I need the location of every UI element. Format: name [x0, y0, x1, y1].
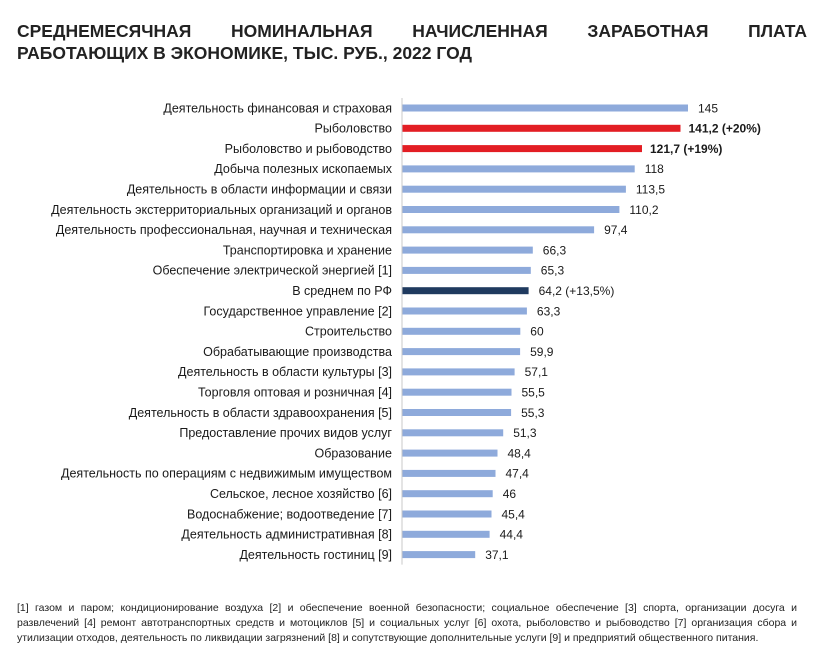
category-label-7: Деятельность профессиональная, научная и… — [56, 223, 392, 237]
category-label-4: Добыча полезных ископаемых — [214, 162, 392, 176]
value-label-13: 59,9 — [530, 345, 554, 359]
value-label-9: 65,3 — [541, 264, 565, 278]
value-label-19: 47,4 — [506, 467, 530, 481]
category-label-5: Деятельность в области информации и связ… — [127, 183, 392, 197]
value-label-23: 37,1 — [485, 548, 509, 562]
bar-7 — [402, 226, 595, 234]
value-label-21: 45,4 — [502, 507, 526, 521]
category-label-15: Торговля оптовая и розничная [4] — [198, 386, 392, 400]
bar-13 — [402, 348, 521, 356]
bar-22 — [402, 530, 490, 538]
category-label-18: Образование — [315, 446, 393, 460]
value-label-1: 145 — [698, 101, 718, 115]
value-label-10: 64,2 (+13,5%) — [539, 284, 615, 298]
value-label-17: 51,3 — [513, 426, 537, 440]
chart-title: СРЕДНЕМЕСЯЧНАЯ НОМИНАЛЬНАЯ НАЧИСЛЕННАЯ З… — [17, 20, 807, 64]
category-label-22: Деятельность административная [8] — [181, 528, 392, 542]
category-label-12: Строительство — [305, 325, 392, 339]
bar-20 — [402, 490, 493, 498]
bar-17 — [402, 429, 504, 437]
bar-19 — [402, 469, 496, 477]
category-label-19: Деятельность по операциям с недвижимым и… — [61, 467, 392, 481]
category-label-1: Деятельность финансовая и страховая — [163, 101, 392, 115]
bar-4 — [402, 165, 635, 173]
value-label-7: 97,4 — [604, 223, 628, 237]
value-label-15: 55,5 — [522, 386, 546, 400]
value-label-6: 110,2 — [629, 203, 658, 217]
bar-12 — [402, 327, 521, 335]
category-label-6: Деятельность экстерриториальных организа… — [51, 203, 392, 217]
value-label-4: 118 — [645, 162, 664, 176]
category-label-9: Обеспечение электрической энергией [1] — [153, 264, 392, 278]
value-label-12: 60 — [530, 325, 544, 339]
value-label-2: 141,2 (+20%) — [689, 122, 761, 136]
category-label-3: Рыболовство и рыбоводство — [225, 142, 392, 156]
bar-2 — [402, 124, 681, 132]
value-label-5: 113,5 — [636, 183, 665, 197]
value-label-18: 48,4 — [508, 446, 532, 460]
chart-title-line-2: РАБОТАЮЩИХ В ЭКОНОМИКЕ, ТЫС. РУБ., 2022 … — [17, 43, 472, 63]
category-label-8: Транспортировка и хранение — [223, 243, 392, 257]
value-label-8: 66,3 — [543, 243, 567, 257]
category-label-13: Обрабатывающие производства — [203, 345, 392, 359]
category-label-10: В среднем по РФ — [292, 284, 392, 298]
bar-1 — [402, 104, 688, 112]
bar-15 — [402, 388, 512, 396]
bar-14 — [402, 368, 515, 376]
bar-chart: Деятельность финансовая и страховая 145 Ры… — [51, 98, 761, 565]
value-label-16: 55,3 — [521, 406, 545, 420]
category-label-11: Государственное управление [2] — [203, 304, 392, 318]
category-label-2: Рыболовство — [315, 122, 393, 136]
bar-10 — [402, 287, 529, 295]
bar-9 — [402, 266, 531, 274]
category-label-16: Деятельность в области здравоохранения [… — [129, 406, 392, 420]
category-label-20: Сельское, лесное хозяйство [6] — [210, 487, 392, 501]
value-label-11: 63,3 — [537, 304, 561, 318]
bar-11 — [402, 307, 527, 315]
value-label-3: 121,7 (+19%) — [650, 142, 722, 156]
bar-18 — [402, 449, 498, 457]
bar-21 — [402, 510, 492, 518]
bar-5 — [402, 185, 626, 193]
category-label-14: Деятельность в области культуры [3] — [178, 365, 392, 379]
chart-title-line-1: СРЕДНЕМЕСЯЧНАЯ НОМИНАЛЬНАЯ НАЧИСЛЕННАЯ З… — [17, 21, 807, 41]
category-label-23: Деятельность гостиниц [9] — [239, 548, 392, 562]
value-label-14: 57,1 — [525, 365, 549, 379]
bar-3 — [402, 145, 642, 153]
value-label-22: 44,4 — [500, 528, 524, 542]
bar-23 — [402, 551, 476, 559]
category-label-17: Предоставление прочих видов услуг — [179, 426, 392, 440]
bar-6 — [402, 206, 620, 213]
bar-8 — [402, 246, 533, 254]
category-label-21: Водоснабжение; водоотведение [7] — [187, 507, 392, 521]
value-label-20: 46 — [503, 487, 517, 501]
bar-16 — [402, 409, 512, 416]
footnote: [1] газом и паром; кондиционирование воз… — [17, 602, 797, 644]
